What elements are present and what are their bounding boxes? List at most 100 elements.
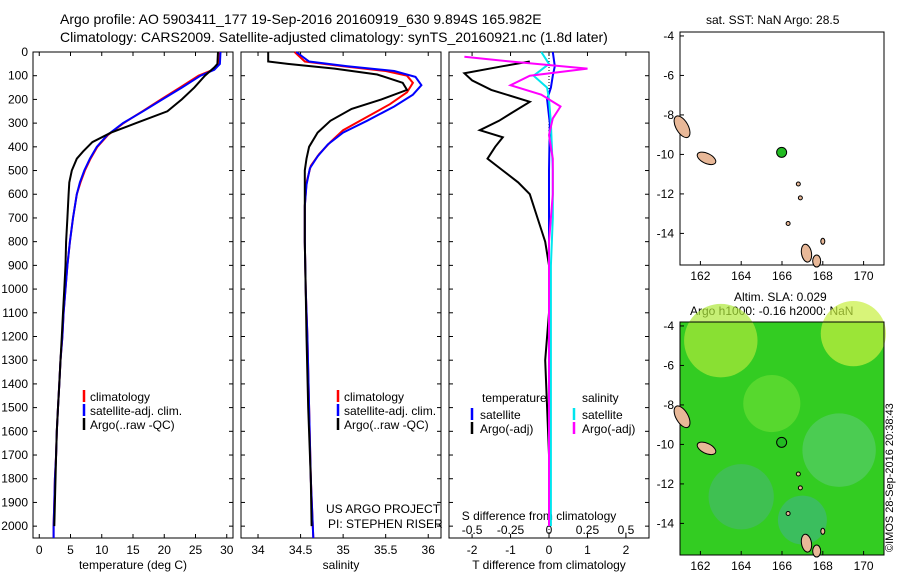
island: [696, 151, 717, 166]
island: [673, 115, 691, 139]
sla-anomaly: [777, 495, 827, 545]
sal-axes-box: [240, 51, 442, 539]
island: [696, 441, 717, 456]
x-tick-label: 34.5: [289, 543, 313, 557]
x-tick-label: 1: [584, 543, 591, 557]
y-tick-label: 1300: [1, 353, 28, 367]
x-tick-label: 30: [220, 543, 234, 557]
y-tick-label: 2000: [1, 519, 28, 533]
legend-title: salinity: [582, 391, 619, 405]
legend-label: Argo(..raw -QC): [344, 418, 429, 432]
x-tick-label: 15: [126, 543, 140, 557]
sst-map: 162 164 166 168 170 -4 -6 -8 -10 -12 -14: [657, 29, 885, 283]
x-tick-label: 5: [67, 543, 74, 557]
island: [820, 237, 826, 245]
sla-map: 162 164 166 168 170 -4 -6 -8 -10 -12 -14: [657, 301, 887, 573]
s-tick-label: 0.5: [618, 523, 635, 537]
temp-series-3: [53, 51, 219, 527]
island: [795, 181, 801, 187]
y-tick-label: 200: [8, 92, 28, 106]
float-position-marker: [776, 436, 788, 448]
sal-series-1: [293, 51, 415, 539]
map-y-tick-label: -6: [663, 358, 674, 372]
sla-anomaly: [802, 413, 876, 487]
legend-label: climatology: [90, 390, 150, 404]
y-tick-label: 300: [8, 116, 28, 130]
x-tick-label: 35.5: [374, 543, 398, 557]
x-tick-label: 36: [422, 543, 436, 557]
map-y-tick-label: -10: [657, 437, 675, 451]
y-tick-label: 700: [8, 211, 28, 225]
y-tick-label: 400: [8, 140, 28, 154]
temp-series-2: [52, 51, 222, 538]
island: [673, 405, 691, 429]
island: [795, 471, 801, 477]
y-tick-label: 900: [8, 258, 28, 272]
y-tick-label: 100: [8, 69, 28, 83]
x-tick-label: 20: [158, 543, 172, 557]
salinity-panel: 34 34.5 35 35.5 36 salinity climatologysatelli…: [240, 51, 442, 572]
island: [800, 533, 813, 553]
diff-x-label: T difference from climatology: [472, 558, 626, 572]
legend-label: satellite-adj. clim.: [90, 404, 182, 418]
island: [797, 195, 803, 201]
island: [812, 544, 822, 558]
s-diff-label: S difference from climatology: [462, 509, 617, 523]
s-tick-label: -0.5: [462, 523, 483, 537]
s-tick-label: 0.25: [576, 523, 600, 537]
sla-anomaly: [820, 301, 887, 367]
y-tick-label: 1900: [1, 495, 28, 509]
s-tick-label: -0.25: [497, 523, 525, 537]
map-y-tick-label: -12: [657, 477, 675, 491]
header-line-1: Argo profile: AO 5903411_177 19-Sep-2016…: [60, 11, 542, 27]
island: [797, 485, 803, 491]
map-y-tick-label: -14: [657, 516, 675, 530]
map-x-tick-label: 168: [813, 269, 833, 283]
sla-anomaly: [743, 374, 801, 433]
y-tick-label: 1800: [1, 472, 28, 486]
sst-map-title: sat. SST: NaN Argo: 28.5: [706, 13, 840, 27]
y-tick-label: 0: [21, 45, 28, 59]
y-tick-label: 1000: [1, 282, 28, 296]
temperature-panel: 0100200300400500600700800900100011001200…: [1, 45, 233, 572]
project-name: US ARGO PROJECT: [326, 502, 441, 516]
map-y-tick-label: -8: [663, 108, 674, 122]
sla-anomaly: [708, 464, 774, 530]
x-tick-label: 25: [189, 543, 203, 557]
island: [800, 243, 813, 263]
temp-series-1: [52, 51, 221, 538]
island: [785, 511, 791, 517]
temp-x-label: temperature (deg C): [79, 558, 187, 572]
x-tick-label: 0: [546, 543, 553, 557]
map-y-tick-label: -6: [663, 68, 674, 82]
legend-label: Argo(-adj): [480, 422, 533, 436]
legend-label: satellite: [582, 408, 623, 422]
y-tick-label: 1600: [1, 424, 28, 438]
map-x-tick-label: 162: [690, 559, 710, 573]
x-tick-label: 34: [251, 543, 265, 557]
imos-timestamp: ©IMOS 28-Sep-2016 20:38:43: [884, 403, 896, 552]
difference-panel: -2 -1 0 1 2T difference from climatology -0.5…: [448, 51, 650, 572]
header-line-2: Climatology: CARS2009. Satellite-adjuste…: [60, 29, 608, 45]
map-y-tick-label: -4: [663, 319, 674, 333]
island: [820, 527, 826, 535]
map-y-tick-label: -14: [657, 226, 675, 240]
float-position-marker: [776, 146, 788, 158]
island: [785, 221, 791, 227]
project-pi: PI: STEPHEN RISER: [328, 517, 443, 531]
legend-label: Argo(-adj): [582, 422, 635, 436]
sla-anomaly: [684, 303, 758, 378]
legend-label: climatology: [344, 390, 404, 404]
legend-label: Argo(..raw -QC): [90, 418, 175, 432]
map-x-tick-label: 170: [854, 559, 874, 573]
sal-series-2: [295, 51, 423, 539]
y-tick-label: 500: [8, 164, 28, 178]
s-tick-label: 0: [546, 523, 553, 537]
sla-map-title-1: Altim. SLA: 0.029: [734, 290, 827, 304]
x-tick-label: 35: [336, 543, 350, 557]
y-tick-label: 600: [8, 187, 28, 201]
map-y-tick-label: -4: [663, 29, 674, 43]
y-tick-label: 1100: [2, 306, 28, 320]
y-tick-label: 1500: [1, 401, 28, 415]
